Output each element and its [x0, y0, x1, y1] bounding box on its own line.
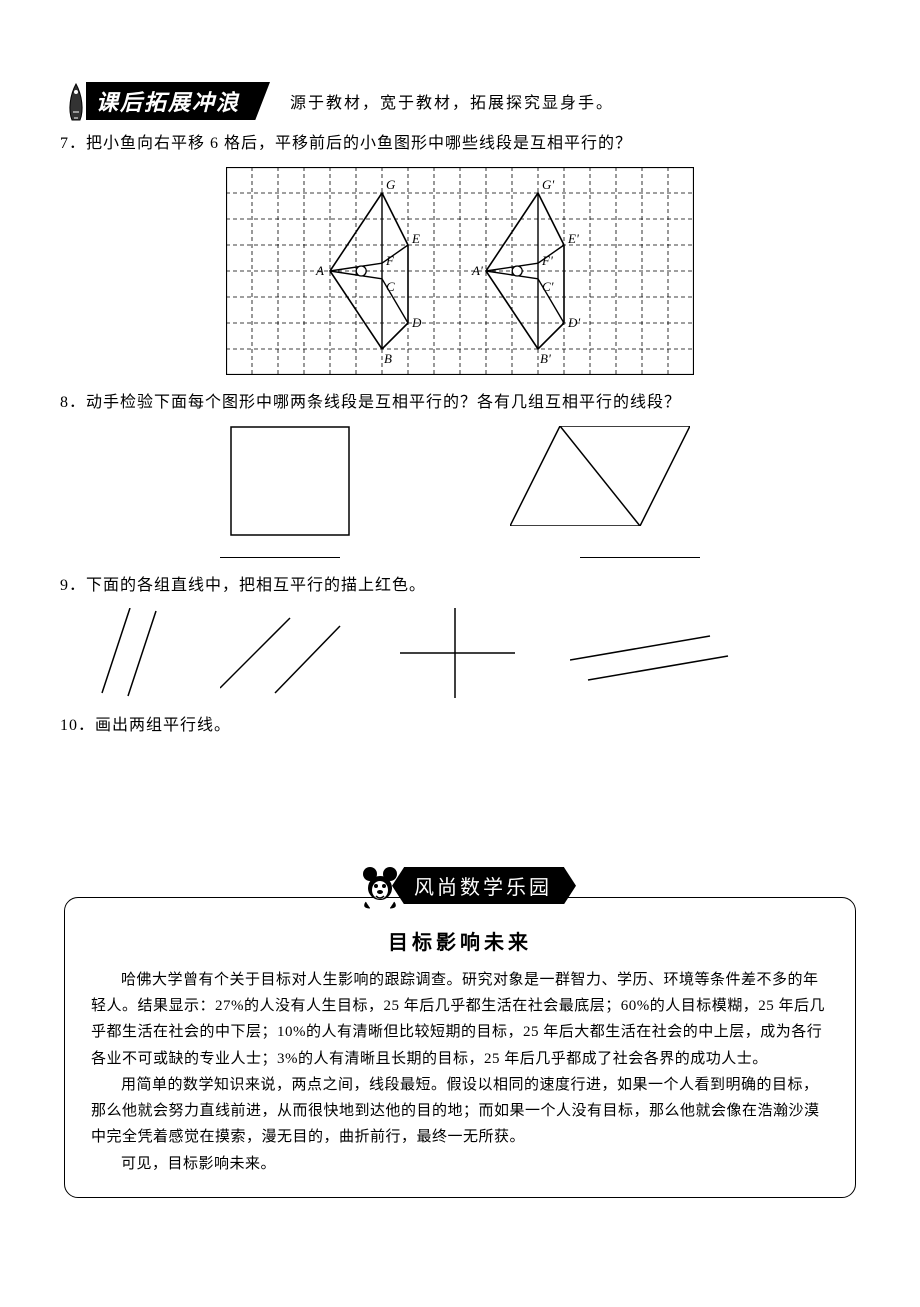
q10-num: 10．: [60, 712, 95, 739]
essay-title: 目标影响未来: [91, 926, 829, 955]
banner-label: 课后拓展冲浪: [86, 82, 270, 120]
fish-grid-figure: G E FC A D B G' E' F' C' A' D' B': [226, 167, 694, 375]
question-7: 7．把小鱼向右平移 6 格后，平移前后的小鱼图形中哪些线段是互相平行的？: [60, 130, 860, 157]
q8-blank-1[interactable]: [220, 540, 340, 558]
q9-fig-b: [220, 608, 345, 700]
svg-text:D: D: [411, 315, 422, 330]
q9-num: 9．: [60, 572, 86, 599]
svg-text:F': F': [541, 253, 553, 268]
banner-subtitle: 源于教材，宽于教材，拓展探究显身手。: [290, 89, 614, 113]
essay-p3: 可见，目标影响未来。: [91, 1151, 829, 1177]
essay-box: 风尚数学乐园 目标影响未来 哈佛大学曾有个关于目标对人生影响的跟踪调查。研究对象…: [64, 897, 856, 1198]
q8-num: 8．: [60, 389, 86, 416]
svg-text:E: E: [411, 231, 420, 246]
q9-fig-c: [395, 608, 520, 700]
svg-text:B: B: [384, 351, 392, 366]
banner: 课后拓展冲浪: [60, 80, 270, 122]
svg-text:F: F: [385, 253, 395, 268]
essay-p1: 哈佛大学曾有个关于目标对人生影响的跟踪调查。研究对象是一群智力、学历、环境等条件…: [91, 967, 829, 1072]
q8-parallelogram: [510, 426, 690, 526]
q8-square: [230, 426, 350, 536]
svg-text:B': B': [540, 351, 551, 366]
q7-text: 把小鱼向右平移 6 格后，平移前后的小鱼图形中哪些线段是互相平行的？: [86, 135, 632, 152]
svg-text:C: C: [386, 279, 395, 294]
svg-text:D': D': [567, 315, 580, 330]
q8-blank-2[interactable]: [580, 540, 700, 558]
q10-text: 画出两组平行线。: [95, 717, 231, 734]
svg-text:G': G': [542, 177, 554, 192]
svg-text:A': A': [471, 263, 483, 278]
essay-p2: 用简单的数学知识来说，两点之间，线段最短。假设以相同的速度行进，如果一个人看到明…: [91, 1072, 829, 1151]
q8-text: 动手检验下面每个图形中哪两条线段是互相平行的？各有几组互相平行的线段？: [86, 394, 681, 411]
q9-fig-a: [90, 608, 170, 700]
svg-text:E': E': [567, 231, 579, 246]
svg-text:A: A: [315, 263, 324, 278]
q9-text: 下面的各组直线中，把相互平行的描上红色。: [86, 577, 426, 594]
svg-text:G: G: [386, 177, 396, 192]
essay-banner-wrap: 风尚数学乐园: [356, 862, 564, 910]
svg-text:C': C': [542, 279, 554, 294]
essay-banner-label: 风尚数学乐园: [404, 867, 564, 904]
q9-fig-d: [570, 608, 735, 700]
section-header: 课后拓展冲浪 源于教材，宽于教材，拓展探究显身手。: [60, 80, 860, 122]
q7-num: 7．: [60, 130, 86, 157]
surf-icon: [60, 80, 92, 122]
question-9: 9．下面的各组直线中，把相互平行的描上红色。: [60, 572, 860, 599]
question-10: 10．画出两组平行线。: [60, 712, 860, 739]
question-8: 8．动手检验下面每个图形中哪两条线段是互相平行的？各有几组互相平行的线段？: [60, 389, 860, 416]
